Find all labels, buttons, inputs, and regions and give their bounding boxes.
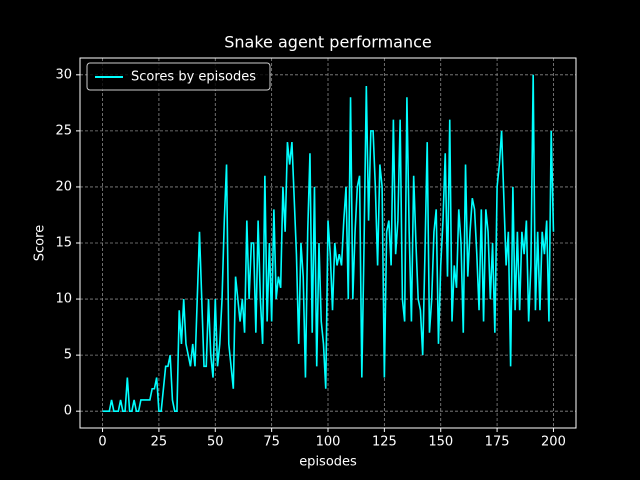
legend-label: Scores by episodes <box>131 70 256 85</box>
y-tick-label: 15 <box>55 236 72 251</box>
legend-box <box>86 62 271 91</box>
x-axis-label: episodes <box>299 455 357 470</box>
x-tick-label: 125 <box>372 435 397 450</box>
plot-frame <box>79 57 577 429</box>
x-tick-label: 100 <box>316 435 341 450</box>
y-tick-label: 0 <box>64 404 72 419</box>
data-line <box>102 74 555 412</box>
y-tick-label: 25 <box>55 123 72 138</box>
x-tick-label: 200 <box>541 435 566 450</box>
x-tick-label: 25 <box>151 435 168 450</box>
x-tick-label: 0 <box>98 435 106 450</box>
chart-title: Snake agent performance <box>224 33 432 52</box>
x-tick-label: 50 <box>207 435 224 450</box>
y-axis-label: Score <box>33 225 48 261</box>
y-tick-label: 30 <box>55 67 72 82</box>
y-tick-label: 20 <box>55 179 72 194</box>
x-tick-label: 150 <box>428 435 453 450</box>
y-tick-label: 5 <box>64 348 72 363</box>
y-tick-label: 10 <box>55 292 72 307</box>
x-tick-label: 75 <box>263 435 280 450</box>
x-tick-label: 175 <box>485 435 510 450</box>
